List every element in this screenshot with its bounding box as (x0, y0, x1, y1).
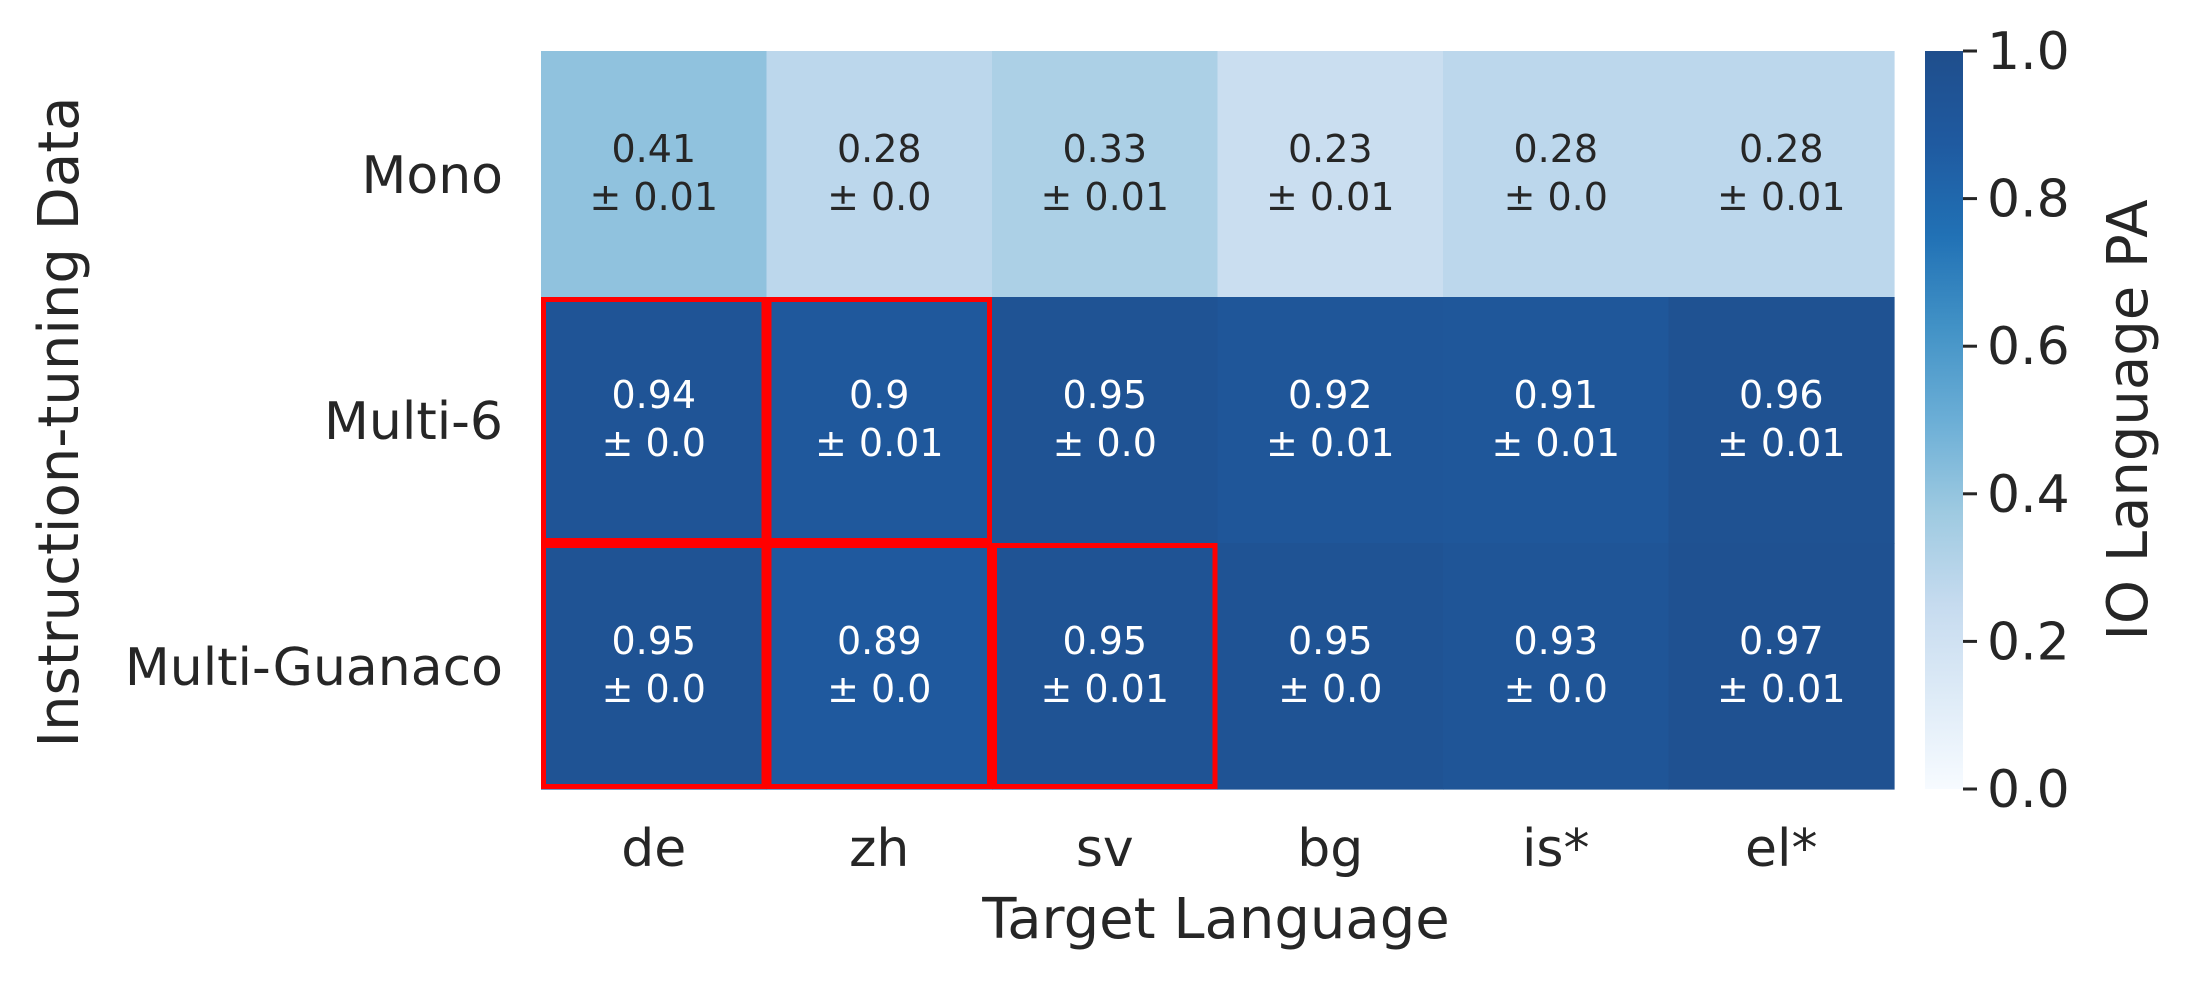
colorbar-tick-label: 1.0 (1987, 22, 2070, 82)
heatmap-cell (1668, 543, 1895, 790)
cell-std-label: ± 0.01 (589, 175, 718, 219)
heatmap-cell (541, 543, 768, 790)
heatmap-cell (766, 297, 993, 544)
cell-value-label: 0.95 (1062, 619, 1147, 663)
cell-value-label: 0.41 (611, 127, 696, 171)
heatmap-cell (992, 51, 1219, 298)
heatmap-cell (1443, 297, 1670, 544)
cell-value-label: 0.89 (837, 619, 922, 663)
cell-std-label: ± 0.01 (1717, 667, 1846, 711)
x-tick-labels: de zh sv bg is* el* (621, 819, 1817, 879)
y-tick-label: Multi-Guanaco (125, 638, 503, 698)
colorbar-ticks: 0.0 0.2 0.4 0.6 0.8 1.0 (1963, 22, 2070, 820)
colorbar-label: IO Language PA (2096, 199, 2161, 640)
cell-value-label: 0.97 (1739, 619, 1824, 663)
heatmap-cell (1668, 51, 1895, 298)
cell-std-label: ± 0.01 (815, 421, 944, 465)
x-tick-label: zh (849, 819, 909, 879)
cell-std-label: ± 0.01 (1717, 421, 1846, 465)
highlight-box (766, 297, 992, 543)
cell-value-label: 0.95 (1062, 373, 1147, 417)
y-tick-label: Mono (362, 146, 503, 206)
cell-std-label: ± 0.0 (1504, 175, 1608, 219)
x-tick-label: el* (1745, 819, 1817, 879)
cell-std-label: ± 0.01 (1040, 667, 1169, 711)
cell-std-label: ± 0.0 (1053, 421, 1157, 465)
highlight-box (541, 543, 767, 789)
cell-value-label: 0.28 (1513, 127, 1598, 171)
cell-value-label: 0.95 (1288, 619, 1373, 663)
heatmap-cell (1668, 297, 1895, 544)
cell-std-label: ± 0.0 (1504, 667, 1608, 711)
cell-std-label: ± 0.0 (827, 175, 931, 219)
cell-std-label: ± 0.0 (827, 667, 931, 711)
cell-value-label: 0.93 (1513, 619, 1598, 663)
colorbar (1925, 51, 1963, 789)
cell-value-label: 0.28 (837, 127, 922, 171)
cell-value-label: 0.28 (1739, 127, 1824, 171)
highlight-box (766, 543, 992, 789)
y-tick-label: Multi-6 (324, 392, 503, 452)
highlight-boxes (541, 297, 1218, 789)
cell-std-label: ± 0.0 (602, 667, 706, 711)
cell-std-label: ± 0.01 (1266, 421, 1395, 465)
colorbar-tick-label: 0.6 (1987, 317, 2070, 377)
colorbar-tick-label: 0.2 (1987, 612, 2070, 672)
x-tick-label: sv (1076, 819, 1134, 879)
heatmap-cell (766, 51, 993, 298)
colorbar-tick-label: 0.8 (1987, 170, 2070, 230)
heatmap-cell (541, 51, 768, 298)
cell-std-label: ± 0.0 (602, 421, 706, 465)
x-axis-label: Target Language (981, 887, 1449, 952)
heatmap-cell (1217, 543, 1444, 790)
colorbar-tick-label: 0.0 (1987, 760, 2070, 820)
highlight-box (992, 543, 1218, 789)
x-tick-label: bg (1297, 819, 1363, 879)
heatmap-cell (992, 297, 1219, 544)
heatmap-cell (992, 543, 1219, 790)
x-tick-label: de (621, 819, 686, 879)
heatmap-cell (541, 297, 768, 544)
cell-value-label: 0.92 (1288, 373, 1373, 417)
heatmap-cells: 0.41± 0.010.28± 0.00.33± 0.010.23± 0.010… (541, 51, 1895, 790)
heatmap-cell (1217, 51, 1444, 298)
cell-std-label: ± 0.0 (1278, 667, 1382, 711)
cell-std-label: ± 0.01 (1717, 175, 1846, 219)
cell-value-label: 0.95 (611, 619, 696, 663)
cell-std-label: ± 0.01 (1491, 421, 1620, 465)
colorbar-gradient (1925, 51, 1963, 789)
cell-value-label: 0.96 (1739, 373, 1824, 417)
colorbar-tick-label: 0.4 (1987, 465, 2070, 525)
heatmap-cell (766, 543, 993, 790)
highlight-box (541, 297, 767, 543)
y-axis-label: Instruction-tuning Data (27, 97, 92, 748)
cell-value-label: 0.94 (611, 373, 696, 417)
heatmap-cell (1443, 543, 1670, 790)
cell-std-label: ± 0.01 (1040, 175, 1169, 219)
heatmap-cell (1443, 51, 1670, 298)
cell-value-label: 0.23 (1288, 127, 1373, 171)
heatmap-cell (1217, 297, 1444, 544)
y-tick-labels: Mono Multi-6 Multi-Guanaco (125, 146, 503, 698)
cell-value-label: 0.33 (1062, 127, 1147, 171)
cell-value-label: 0.9 (849, 373, 909, 417)
x-tick-label: is* (1522, 819, 1590, 879)
cell-std-label: ± 0.01 (1266, 175, 1395, 219)
cell-value-label: 0.91 (1513, 373, 1598, 417)
